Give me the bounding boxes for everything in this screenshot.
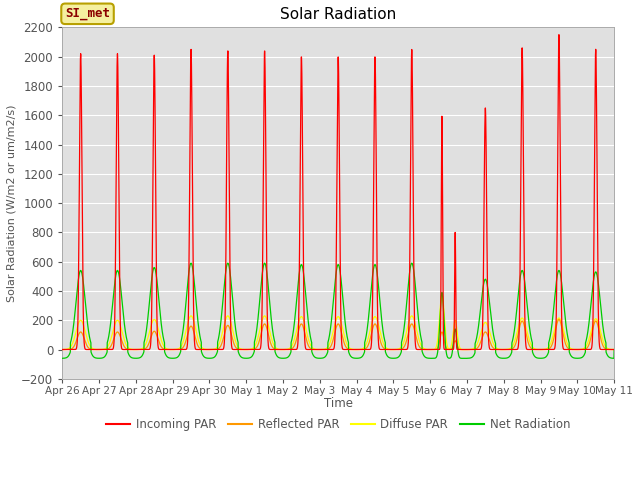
Title: Solar Radiation: Solar Radiation [280,7,396,22]
X-axis label: Time: Time [324,397,353,410]
Y-axis label: Solar Radiation (W/m2 or um/m2/s): Solar Radiation (W/m2 or um/m2/s) [7,104,17,302]
Text: SI_met: SI_met [65,7,110,20]
Legend: Incoming PAR, Reflected PAR, Diffuse PAR, Net Radiation: Incoming PAR, Reflected PAR, Diffuse PAR… [102,414,575,436]
